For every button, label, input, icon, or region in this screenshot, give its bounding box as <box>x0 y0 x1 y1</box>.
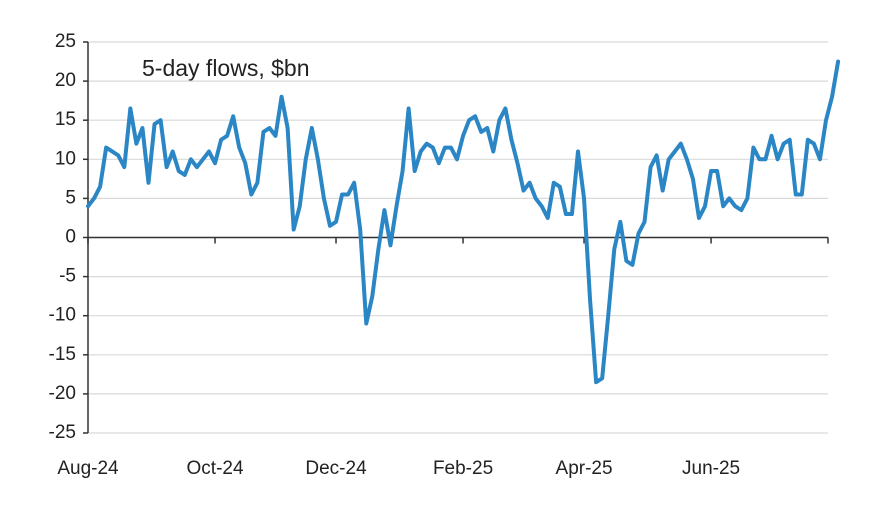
x-tick-label: Dec-24 <box>305 458 367 479</box>
y-tick-label: -20 <box>49 383 76 404</box>
y-tick-label: -5 <box>59 266 76 287</box>
y-tick-label: 10 <box>55 148 76 169</box>
y-tick-label: 25 <box>55 31 76 52</box>
x-tick-label: Apr-25 <box>556 458 613 479</box>
y-tick-label: 5 <box>65 187 76 208</box>
x-tick-label: Feb-25 <box>433 458 493 479</box>
line-series <box>86 59 841 385</box>
y-tick-label: 15 <box>55 109 76 130</box>
annotation: 5-day flows, $bn <box>142 55 309 81</box>
x-tick-label: Jun-25 <box>682 458 740 479</box>
y-tick-label: -10 <box>49 305 76 326</box>
y-tick-label: 0 <box>65 227 76 248</box>
x-tick-label: Oct-24 <box>187 458 244 479</box>
y-tick-label: 20 <box>55 70 76 91</box>
x-tick-label: Aug-24 <box>57 458 119 479</box>
y-tick-label: -25 <box>49 422 76 443</box>
y-tick-label: -15 <box>49 344 76 365</box>
